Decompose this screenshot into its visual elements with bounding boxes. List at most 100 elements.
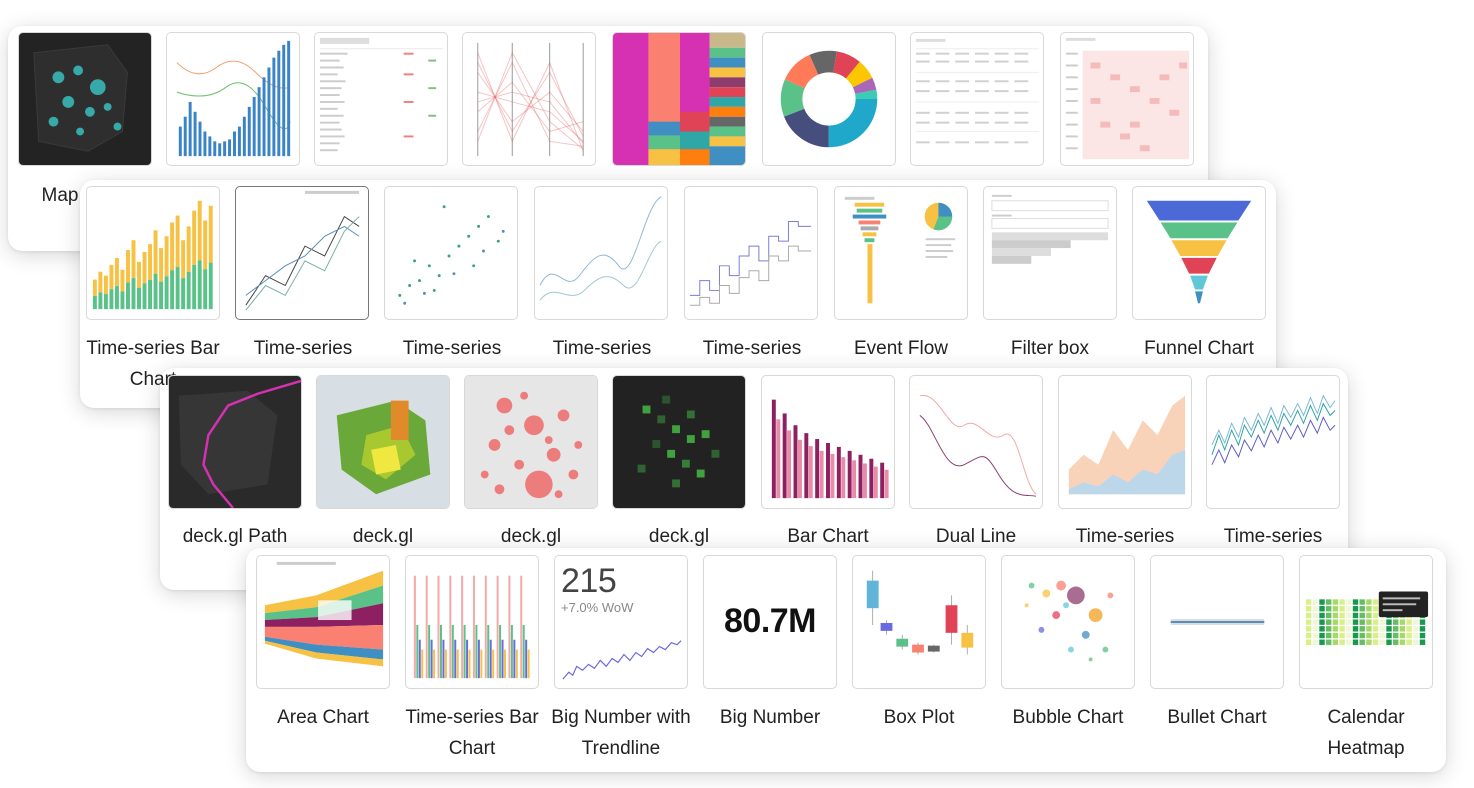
ts-bar2-mid [510,624,513,679]
donut-thumbnail[interactable] [762,32,896,166]
calendar-day-cell [1406,639,1412,645]
ts-bar-segment [103,275,108,295]
calendar-day-cell [1346,626,1352,632]
area-chart-thumbnail[interactable] [256,555,390,689]
calendar-day-cell [1366,632,1372,639]
caption-deckgl-path: deck.gl Path [182,526,288,547]
ts-bar-segment [181,240,186,279]
ts-bar2-mid [451,624,454,679]
ts-bar2-tall [472,575,475,679]
calendar-heatmap-thumbnail[interactable] [1299,555,1433,689]
calendar-day-cell [1399,619,1406,625]
calendar-day-cell [1366,612,1372,619]
calendar-day-cell [1366,639,1372,645]
calendar-day-cell [1366,619,1372,625]
ts-smooth-thumbnail[interactable] [534,186,668,320]
ts-bar-segment [208,205,213,263]
box-plot-thumbnail[interactable] [852,555,986,689]
ts-bar2-mid [499,624,502,679]
filter-box-thumbnail[interactable] [983,186,1117,320]
calendar-day-cell [1346,606,1352,612]
table-thumbnail[interactable] [314,32,448,166]
deckgl-path-thumbnail[interactable] [168,375,302,509]
calendar-day-cell [1319,632,1325,639]
event-flow-thumbnail[interactable] [834,186,968,320]
bullet-thumbnail[interactable] [1150,555,1284,689]
caption-ts-step: Time-series [702,338,802,359]
ts-bar-segment [131,278,136,310]
caption-event-flow: Event Flow [854,338,948,359]
ts-bar2-base [515,649,518,679]
calendar-day-cell [1332,612,1339,619]
calendar-day-cell [1346,632,1352,639]
calendar-day-cell [1366,599,1372,605]
treemap-thumbnail[interactable] [612,32,746,166]
ts-area-thumbnail[interactable] [1058,375,1192,509]
ts-step-thumbnail[interactable] [684,186,818,320]
calendar-day-cell [1379,639,1386,645]
calendar-day-cell [1346,599,1352,605]
calendar-day-cell [1372,626,1379,632]
calendar-day-cell [1372,612,1379,619]
ts-bar2-tall [449,575,452,679]
mixed-timeseries-thumbnail[interactable] [166,32,300,166]
caption-big-number-trend: Big Number with Trendline [551,707,691,759]
calendar-day-cell [1359,639,1365,645]
ts-bar-segment [126,250,130,283]
deckgl-grid-thumbnail[interactable] [612,375,746,509]
ts-bar2-tall [484,575,487,679]
calendar-day-cell [1319,606,1325,612]
calendar-day-cell [1352,639,1359,645]
ts-bar-segment [109,289,114,310]
calendar-day-cell [1359,612,1365,619]
ts-bar-segment [92,295,97,310]
calendar-day-cell [1366,606,1372,612]
dual-line-thumbnail[interactable] [909,375,1043,509]
ts-bar-segment [98,271,103,293]
big-number-thumbnail[interactable]: 80.7M [703,555,837,689]
bubble-thumbnail[interactable] [1001,555,1135,689]
deckgl-scatter-thumbnail[interactable] [464,375,598,509]
calendar-day-cell [1392,639,1399,645]
calendar-day-cell [1399,632,1406,639]
calendar-day-cell [1379,619,1386,625]
calendar-day-cell [1392,632,1399,639]
calendar-day-cell [1312,599,1319,605]
deckgl-3d-thumbnail[interactable] [316,375,450,509]
ts-noisy-thumbnail[interactable] [1206,375,1340,509]
ts-bar2-thumbnail[interactable] [405,555,539,689]
ts-bar2-low [418,639,421,679]
ts-bar-segment [137,287,141,310]
calendar-day-cell [1386,619,1392,625]
big-number-trend-thumbnail[interactable]: 215 +7.0% WoW [554,555,688,689]
caption-area-chart: Area Chart [277,707,369,728]
funnel-thumbnail[interactable] [1132,186,1266,320]
heatmap-table-thumbnail[interactable] [1060,32,1194,166]
ts-bar2-low [430,639,433,679]
calendar-day-cell [1346,612,1352,619]
ts-bar-thumbnail[interactable] [86,186,220,320]
pivot-table-thumbnail[interactable] [910,32,1044,166]
ts-bar2-tall [520,575,523,679]
calendar-day-cell [1326,599,1332,605]
ts-bar-segment [164,276,169,310]
caption-ts-bar: Time-series Bar Chart [86,338,220,390]
parallel-coordinates-thumbnail[interactable] [462,32,596,166]
calendar-day-cell [1359,619,1365,625]
calendar-day-cell [1392,619,1399,625]
map-thumbnail[interactable] [18,32,152,166]
calendar-day-cell [1332,606,1339,612]
bar-chart-thumbnail[interactable] [761,375,895,509]
ts-bar-segment [137,261,141,288]
ts-bar2-base [504,649,506,679]
calendar-day-cell [1305,612,1312,619]
ts-bar-segment [120,291,125,310]
calendar-day-cell [1413,632,1419,639]
ts-bar2-tall [461,575,464,679]
ts-bar2-base [444,649,447,679]
ts-scatter-thumbnail[interactable] [384,186,518,320]
ts-bar-segment [181,278,186,310]
ts-line-thumbnail[interactable] [235,186,369,320]
ts-bar-segment [153,273,158,310]
caption-box-plot: Box Plot [883,707,955,728]
